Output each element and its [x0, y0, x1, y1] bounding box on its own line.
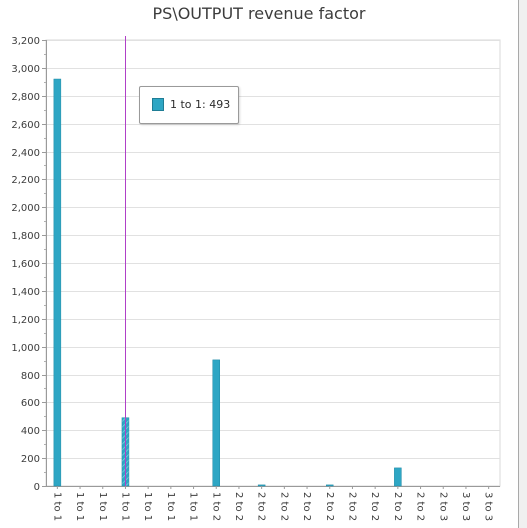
x-tick-label: 2 to 2 [324, 492, 335, 521]
y-tick-label: 1,000 [11, 343, 40, 354]
x-tick-label: 2 to 2 [369, 492, 380, 521]
y-tick-label: 2,400 [11, 148, 40, 159]
x-tick-label: 2 to 2 [415, 492, 426, 521]
x-tick-label: 2 to 2 [346, 492, 357, 521]
x-tick-label: 1 to 1 [51, 492, 62, 521]
x-tick-label: 3 to 3 [483, 492, 494, 521]
window-right-strip [519, 0, 527, 528]
y-tick-label: 0 [34, 482, 40, 493]
y-tick-label: 3,200 [11, 36, 40, 47]
bar [212, 359, 220, 487]
x-tick-label: 2 to 2 [392, 492, 403, 521]
x-tick-label: 1 to 1 [74, 492, 85, 521]
window-right-border [518, 0, 519, 528]
x-tick-label: 2 to 3 [437, 492, 448, 521]
y-tick-label: 400 [21, 426, 40, 437]
y-tick-label: 600 [21, 398, 40, 409]
x-tick-label: 1 to 1 [165, 492, 176, 521]
x-tick-label: 1 to 1 [188, 492, 199, 521]
tooltip-series-swatch [152, 98, 164, 111]
y-tick-label: 2,600 [11, 120, 40, 131]
y-tick-label: 3,000 [11, 64, 40, 75]
y-tick-label: 1,400 [11, 287, 40, 298]
x-tick-label: 1 to 1 [119, 492, 130, 521]
y-tick-label: 200 [21, 454, 40, 465]
y-tick-label: 2,200 [11, 175, 40, 186]
bar [53, 78, 62, 487]
x-tick-label: 1 to 2 [210, 492, 221, 521]
chart-title: PS\OUTPUT revenue factor [152, 4, 366, 23]
y-tick-label: 1,600 [11, 259, 40, 270]
x-tick-label: 2 to 2 [256, 492, 267, 521]
tooltip-text: 1 to 1: 493 [170, 98, 231, 111]
chart-tooltip: 1 to 1: 493 [139, 86, 239, 124]
y-tick-label: 1,200 [11, 315, 40, 326]
x-tick-label: 2 to 2 [278, 492, 289, 521]
y-tick-label: 800 [21, 371, 40, 382]
bar [394, 467, 402, 487]
x-tick-label: 1 to 1 [142, 492, 153, 521]
x-tick-label: 3 to 3 [460, 492, 471, 521]
x-tick-label: 2 to 2 [301, 492, 312, 521]
bar [326, 484, 334, 487]
y-tick-label: 2,800 [11, 92, 40, 103]
y-tick-label: 1,800 [11, 231, 40, 242]
y-tick-label: 2,000 [11, 203, 40, 214]
x-tick-label: 1 to 1 [97, 492, 108, 521]
bar [257, 484, 266, 487]
x-tick-label: 2 to 2 [233, 492, 244, 521]
